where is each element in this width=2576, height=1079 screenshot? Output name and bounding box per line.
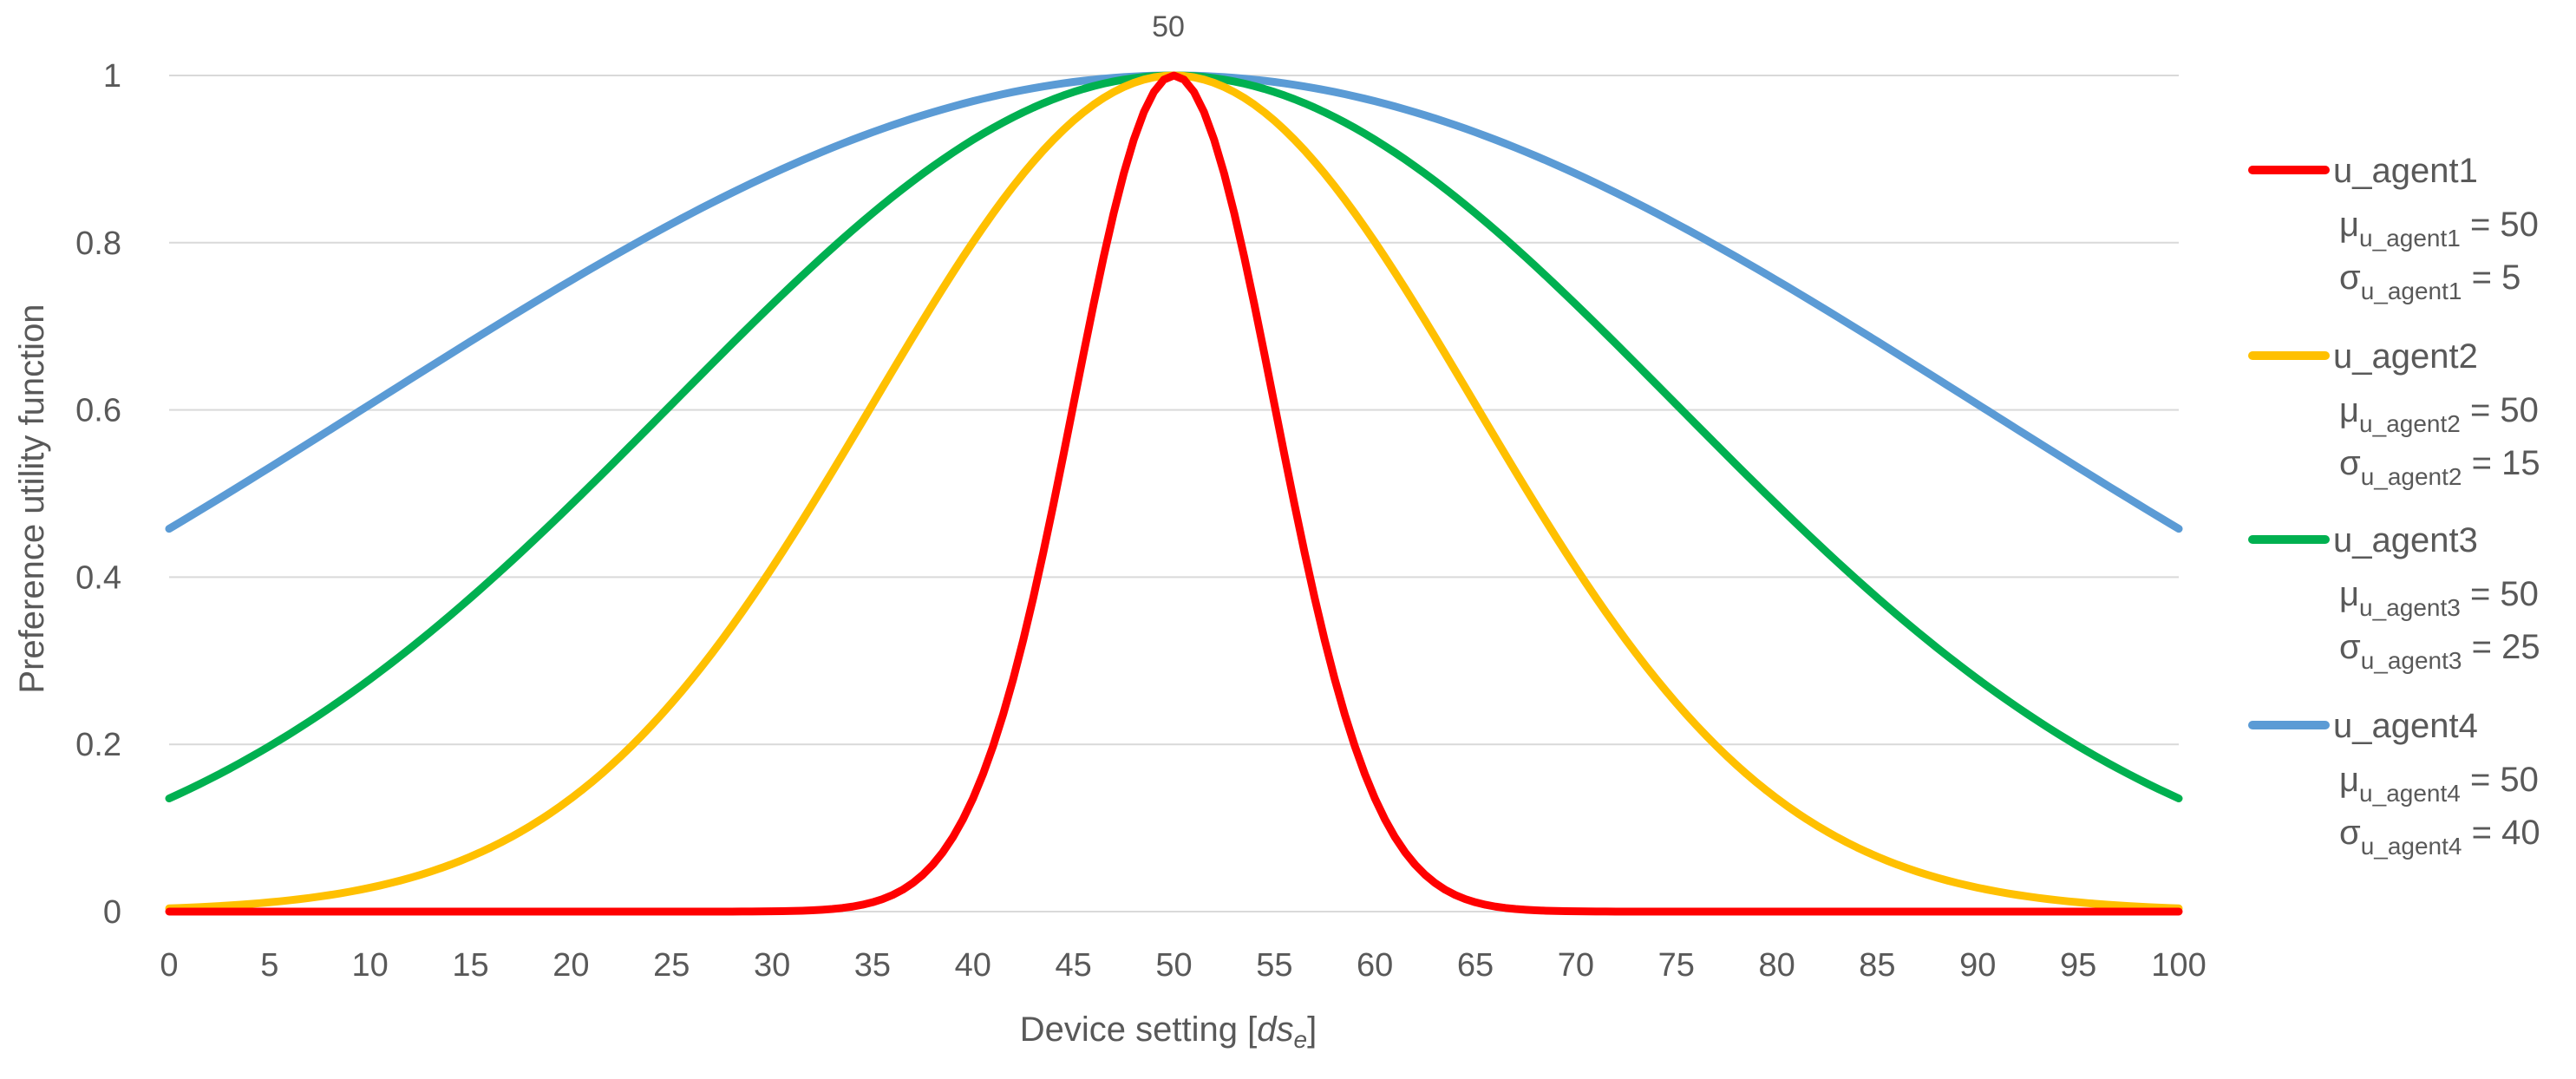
y-tick-label: 1 (103, 58, 121, 95)
x-tick-label: 0 (160, 947, 178, 984)
x-tick-label: 100 (2151, 947, 2206, 984)
legend-sigma-value: = 40 (2462, 814, 2540, 852)
x-tick-label: 30 (754, 947, 790, 984)
legend-sigma-symbol: σ (2339, 258, 2361, 297)
x-tick-label: 45 (1056, 947, 1092, 984)
y-tick-label: 0.6 (75, 393, 121, 429)
series-lines (165, 71, 2183, 916)
x-tick-label: 5 (260, 947, 278, 984)
legend-sigma-subscript: u_agent3 (2361, 647, 2462, 674)
legend-mu-value: = 50 (2461, 206, 2539, 244)
series-line-u-agent1 (165, 71, 2183, 916)
legend-sigma-subscript: u_agent1 (2361, 278, 2462, 304)
y-tick-label: 0.2 (75, 727, 121, 763)
x-axis-title-main: Device setting [ (1020, 1010, 1257, 1049)
series-line-u-agent3 (165, 71, 2183, 803)
legend-label: u_agent2 (2333, 337, 2478, 376)
x-tick-label: 25 (653, 947, 690, 984)
legend-mu-value: = 50 (2461, 575, 2539, 613)
legend-mu-subscript: u_agent2 (2359, 410, 2461, 437)
legend-sigma: σu_agent1 = 5 (2339, 258, 2520, 304)
legend-mu-subscript: u_agent3 (2359, 594, 2461, 621)
x-axis-title: Device setting [dse] (1020, 1010, 1317, 1053)
series-line-u-agent4 (165, 71, 2183, 533)
legend-sigma-subscript: u_agent4 (2361, 833, 2462, 860)
legend-mu: μu_agent2 = 50 (2339, 391, 2539, 437)
legend-sigma-value: = 15 (2462, 444, 2540, 482)
x-axis-title-end: ] (1307, 1010, 1317, 1049)
y-tick-label: 0.4 (75, 559, 121, 596)
x-tick-label: 40 (955, 947, 991, 984)
legend-mu-value: = 50 (2461, 761, 2539, 799)
legend-mu-subscript: u_agent1 (2359, 225, 2461, 252)
legend-sigma-subscript: u_agent2 (2361, 463, 2462, 490)
legend-sigma-value: = 25 (2462, 628, 2540, 666)
x-axis-title-sub: e (1294, 1026, 1308, 1053)
x-tick-label: 90 (1959, 947, 1996, 984)
x-tick-label: 95 (2060, 947, 2096, 984)
legend-label: u_agent3 (2333, 521, 2478, 559)
x-tick-label: 75 (1658, 947, 1695, 984)
legend-mu-subscript: u_agent4 (2359, 780, 2461, 807)
x-tick-label: 10 (352, 947, 389, 984)
legend-sigma: σu_agent3 = 25 (2339, 628, 2540, 674)
y-axis-title: Preference utility function (13, 304, 51, 693)
x-tick-label: 35 (854, 947, 891, 984)
series-line-u-agent2 (165, 71, 2183, 912)
legend-label: u_agent4 (2333, 707, 2478, 745)
legend-sigma: σu_agent2 = 15 (2339, 444, 2540, 490)
x-tick-label: 50 (1155, 947, 1192, 984)
x-tick-label: 65 (1457, 947, 1494, 984)
legend-mu: μu_agent4 = 50 (2339, 761, 2539, 807)
x-tick-label: 20 (552, 947, 589, 984)
legend-mu: μu_agent3 = 50 (2339, 575, 2539, 621)
legend-mu-symbol: μ (2339, 575, 2359, 613)
y-tick-label: 0 (103, 894, 121, 931)
legend-sigma-symbol: σ (2339, 814, 2361, 852)
y-tick-label: 0.8 (75, 226, 121, 262)
legend-mu-symbol: μ (2339, 391, 2359, 429)
legend-sigma-value: = 5 (2462, 258, 2520, 297)
legend-sigma-symbol: σ (2339, 444, 2361, 482)
gridlines (169, 75, 2179, 912)
legend-sigma: σu_agent4 = 40 (2339, 814, 2540, 860)
x-tick-label: 15 (452, 947, 488, 984)
x-tick-label: 70 (1558, 947, 1594, 984)
x-axis-title-var: ds (1257, 1010, 1293, 1049)
x-tick-label: 85 (1859, 947, 1895, 984)
x-tick-label: 55 (1256, 947, 1292, 984)
y-tick-labels: 0 0.2 0.4 0.6 0.8 1 (75, 58, 121, 931)
peak-annotation: 50 (1152, 10, 1185, 43)
x-tick-label: 60 (1357, 947, 1393, 984)
legend-label: u_agent1 (2333, 152, 2478, 190)
x-tick-label: 80 (1758, 947, 1795, 984)
legend-mu-symbol: μ (2339, 206, 2359, 244)
legend-mu: μu_agent1 = 50 (2339, 206, 2539, 252)
legend-mu-value: = 50 (2461, 391, 2539, 429)
x-tick-labels: 0 5 10 15 20 25 30 35 40 45 50 55 60 65 70 75 80 85 90 95 10… (160, 947, 2206, 984)
legend-mu-symbol: μ (2339, 761, 2359, 799)
legend-sigma-symbol: σ (2339, 628, 2361, 666)
